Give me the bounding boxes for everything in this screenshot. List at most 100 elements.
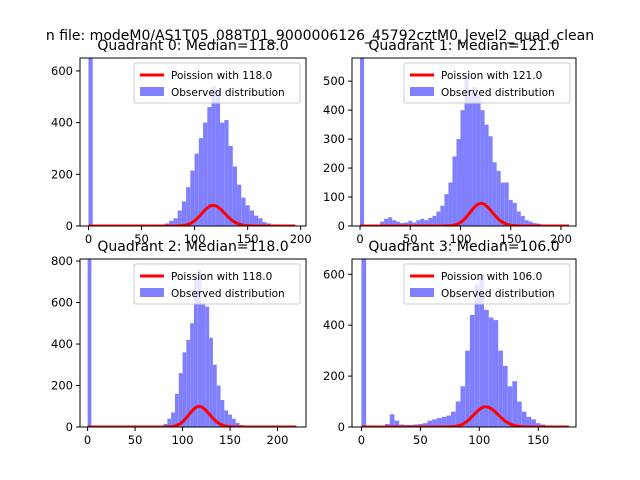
histogram-bar xyxy=(460,386,466,427)
subplot-quadrant-0: 0 50 100 150 200 0 200 400 600 Quadrant 0: Median… xyxy=(51,38,312,246)
histogram-bar xyxy=(171,412,175,427)
legend-label-observed: Observed distribution xyxy=(171,87,285,99)
histogram-bar xyxy=(444,194,449,226)
histogram-bar xyxy=(190,170,195,226)
y-tick-label: 400 xyxy=(323,103,345,117)
y-tick-label: 200 xyxy=(51,379,73,393)
histogram-bar xyxy=(455,401,461,427)
histogram-bar xyxy=(521,411,527,427)
y-tick-label: 200 xyxy=(51,167,73,181)
subplot-title: Quadrant 3: Median=106.0 xyxy=(368,239,559,255)
subplot-quadrant-2: 0 50 100 150 200 0 200 400 600 800 Quadrant 2: Med… xyxy=(51,239,307,447)
histogram-bar xyxy=(361,259,367,427)
y-tick-label: 200 xyxy=(323,369,345,383)
histogram-bar xyxy=(480,110,485,226)
histogram-bar xyxy=(224,410,229,427)
histogram-bar xyxy=(446,415,452,427)
histogram-bar xyxy=(207,107,212,226)
histogram-bar xyxy=(428,217,433,226)
histogram-bar xyxy=(468,92,473,226)
histogram-bar xyxy=(163,423,168,427)
legend: Poission with 121.0 Observed distribution xyxy=(403,62,571,104)
histogram-bar xyxy=(174,393,179,427)
y-tick-label: 0 xyxy=(338,420,345,434)
histogram-bar xyxy=(235,422,240,427)
histogram-bar xyxy=(396,221,401,226)
x-tick-label: 0 xyxy=(358,433,365,447)
axes-frame xyxy=(79,57,307,227)
subplot-title: Quadrant 2: Median=118.0 xyxy=(97,239,288,255)
subplot-quadrant-1: 0 50 100 150 200 0 100 200 300 400 500 Quadrant 1: … xyxy=(323,38,577,246)
histogram-bar xyxy=(484,124,489,226)
histogram-bar xyxy=(432,419,437,427)
histogram-bar xyxy=(360,58,365,226)
axes-frame xyxy=(351,258,577,428)
histogram-bar xyxy=(479,274,485,427)
histogram-bar xyxy=(498,350,503,427)
histogram-bar xyxy=(177,210,182,226)
histogram-bar xyxy=(507,386,513,427)
x-tick-label: 50 xyxy=(134,232,149,246)
x-tick-label: 50 xyxy=(413,433,428,447)
x-tick-label: 200 xyxy=(550,232,572,246)
histogram-bar xyxy=(512,202,517,226)
histogram-bar xyxy=(258,218,263,226)
histogram-bar xyxy=(528,221,533,226)
legend-label-poisson: Poission with 118.0 xyxy=(171,271,272,283)
histogram-bar xyxy=(520,215,525,226)
histogram-bar xyxy=(432,215,437,226)
histogram-bar xyxy=(241,197,246,226)
legend: Poission with 118.0 Observed distribution xyxy=(133,263,301,305)
plot-area xyxy=(87,259,298,427)
subplot-title: Quadrant 0: Median=118.0 xyxy=(97,38,288,54)
x-tick-label: 200 xyxy=(267,433,289,447)
histogram-bar xyxy=(418,423,423,427)
legend-label-observed: Observed distribution xyxy=(441,288,555,300)
histogram-bar xyxy=(392,220,397,226)
histogram-bar xyxy=(524,220,529,226)
histogram-bar xyxy=(488,136,493,226)
plot-area xyxy=(359,58,570,226)
histogram-bar xyxy=(254,215,259,226)
legend-label-observed: Observed distribution xyxy=(171,288,285,300)
histogram-bar xyxy=(517,401,522,427)
histogram-bar xyxy=(492,162,497,226)
legend-label-poisson: Poission with 118.0 xyxy=(171,70,272,82)
histogram-bar xyxy=(388,217,393,226)
x-tick-label: 100 xyxy=(468,433,490,447)
histogram-bar xyxy=(88,58,93,226)
histogram-bar xyxy=(245,205,250,226)
y-tick-label: 400 xyxy=(51,116,73,130)
histogram-bar xyxy=(167,418,172,427)
histogram-bar xyxy=(436,211,441,226)
histogram-bar xyxy=(452,156,457,226)
histogram-bar xyxy=(440,205,445,226)
histogram-bar xyxy=(408,220,413,226)
x-tick-label: 150 xyxy=(500,232,522,246)
legend-patch-swatch xyxy=(410,288,434,297)
histogram-bar xyxy=(472,86,477,226)
legend-box xyxy=(133,263,301,305)
x-tick-label: 100 xyxy=(172,433,194,447)
x-tick-label: 100 xyxy=(450,232,472,246)
histogram-bar xyxy=(237,184,242,226)
histogram-bar xyxy=(448,182,453,226)
x-tick-label: 100 xyxy=(184,232,206,246)
histogram-bar xyxy=(422,423,428,427)
histogram-bar xyxy=(465,350,470,427)
histogram-bar xyxy=(201,302,206,427)
histogram-bar xyxy=(228,145,233,226)
histogram-bar xyxy=(512,381,518,427)
histogram-bar xyxy=(493,320,499,427)
histogram-bar xyxy=(228,414,232,427)
legend-label-poisson: Poission with 106.0 xyxy=(441,271,542,283)
x-tick-label: 150 xyxy=(219,433,241,447)
histogram-bar xyxy=(451,411,456,427)
y-tick-label: 0 xyxy=(66,219,73,233)
histogram-bar xyxy=(500,182,505,226)
y-tick-label: 400 xyxy=(51,337,73,351)
axes-frame xyxy=(351,57,577,227)
y-tick-label: 300 xyxy=(323,132,345,146)
histogram-bar xyxy=(508,199,513,226)
